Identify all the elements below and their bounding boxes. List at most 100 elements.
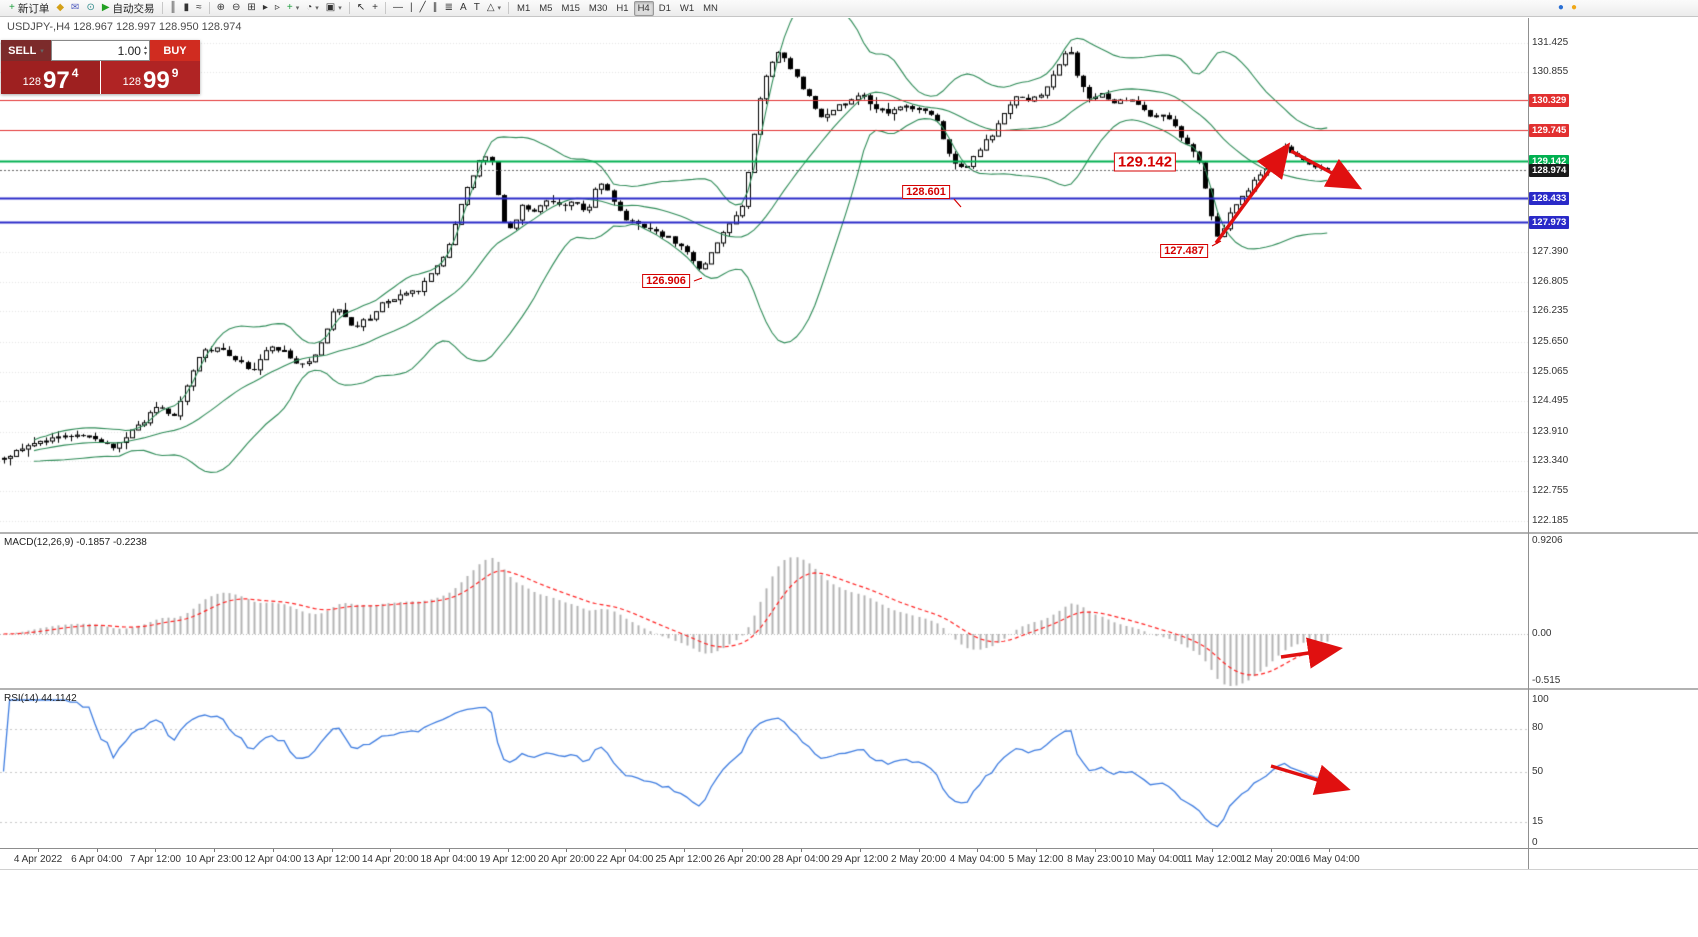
price-annotation[interactable]: 128.601 — [902, 185, 950, 199]
toolbar: + 新订单 ◆ ✉ ⊙ ▶ 自动交易 ║ ▮ ≈ ⊕ ⊖ ⊞ ▸ ▹ + ▾ ◔ ▾ ▣ ▾ ↖ + — | ╱ ∥ ≣ A T △ ▾ M1 M… — [0, 0, 1698, 17]
time-tick — [1094, 849, 1096, 852]
seal-icon[interactable]: ◆ — [53, 1, 67, 15]
status-icon-yellow-glyph: ● — [1570, 2, 1577, 13]
spinner-down-icon[interactable]: ▾ — [143, 50, 147, 57]
sell-price-big: 97 — [42, 66, 70, 94]
timeframe-button-m30[interactable]: M30 — [588, 2, 608, 14]
auto-scroll-icon[interactable]: ▸ — [260, 1, 271, 15]
spinner-up-icon[interactable]: ▴ — [143, 44, 147, 51]
volume-value: 1.00 — [117, 43, 141, 58]
cursor-icon[interactable]: ↖ — [354, 1, 368, 15]
time-axis-label: 10 Apr 23:00 — [185, 854, 243, 865]
period-icon[interactable]: ◔ ▾ — [303, 1, 322, 15]
price-annotation[interactable]: 129.142 — [1113, 152, 1177, 172]
tile-windows-icon[interactable]: ⊞ — [244, 1, 258, 15]
price-annotation[interactable]: 127.487 — [1160, 244, 1208, 258]
timeframe-button-m5[interactable]: M5 — [539, 2, 553, 14]
one-click-trading-panel: SELL ▾ 1.00 ▴ ▾ BUY 128 97 4 128 99 9 — [1, 40, 200, 94]
axis-label: 130.855 — [1532, 66, 1569, 78]
time-axis-label: 14 Apr 20:00 — [361, 854, 419, 865]
main-chart[interactable] — [0, 18, 1528, 532]
chart-shift-icon[interactable]: ▹ — [272, 1, 283, 15]
time-axis-label: 13 Apr 12:00 — [303, 854, 360, 865]
channel-tool-icon[interactable]: ∥ — [430, 1, 441, 15]
time-tick — [272, 849, 274, 852]
timeframe-button-w1[interactable]: W1 — [679, 2, 695, 14]
time-axis-label: 4 May 04:00 — [949, 854, 1005, 865]
time-tick — [1270, 849, 1272, 852]
volume-spinner[interactable]: ▴ ▾ — [144, 45, 147, 57]
time-tick — [801, 849, 803, 852]
trendline-tool-icon[interactable]: ╱ — [417, 1, 429, 15]
price-level-tag: 128.433 — [1529, 191, 1570, 205]
timeframe-button-mn[interactable]: MN — [703, 2, 718, 14]
panel-splitter[interactable] — [0, 688, 1698, 690]
axis-label: 126.805 — [1532, 275, 1569, 287]
status-icon-yellow[interactable]: ● — [1568, 1, 1580, 15]
time-axis-label: 28 Apr 04:00 — [772, 854, 830, 865]
zoom-in-icon[interactable]: ⊕ — [214, 1, 228, 15]
axis-label: 0.9206 — [1532, 535, 1563, 546]
chevron-down-icon: ▾ — [497, 5, 502, 12]
candlestick-mode-icon[interactable]: ▮ — [181, 1, 193, 15]
buy-button[interactable]: BUY — [150, 40, 200, 61]
timeframe-button-m1[interactable]: M1 — [517, 2, 531, 14]
fibonacci-tool-icon[interactable]: ≣ — [442, 1, 456, 15]
timeframe-button-d1[interactable]: D1 — [658, 2, 671, 14]
macd-subwindow[interactable] — [0, 534, 1528, 688]
timeframe-button-m15[interactable]: M15 — [561, 2, 580, 14]
sell-price[interactable]: 128 97 4 — [1, 61, 101, 94]
buy-price-big: 99 — [142, 66, 170, 94]
new-order-button[interactable]: + 新订单 — [6, 1, 52, 15]
bar-chart-mode-icon[interactable]: ║ — [167, 1, 180, 15]
price-axis[interactable]: 131.425 130.855 127.390 126.805 126.235 125.6… — [1528, 0, 1698, 937]
buy-price[interactable]: 128 99 9 — [101, 61, 200, 94]
sell-button[interactable]: SELL ▾ — [1, 40, 51, 61]
mail-icon[interactable]: ✉ — [68, 1, 82, 15]
rsi-subwindow[interactable] — [0, 690, 1528, 848]
time-axis[interactable]: 4 Apr 2022 6 Apr 04:00 7 Apr 12:00 10 Apr 2… — [0, 849, 1528, 869]
add-indicator-button[interactable]: + ▾ — [284, 1, 302, 15]
chevron-down-icon: ▾ — [315, 5, 319, 12]
time-tick — [683, 849, 685, 852]
time-tick — [38, 849, 39, 852]
auto-scroll-icon-glyph: ▸ — [262, 2, 268, 13]
time-axis-label: 26 Apr 20:00 — [714, 854, 771, 865]
vline-tool-icon[interactable]: | — [407, 1, 416, 15]
search-icon-glyph: ⊙ — [86, 2, 95, 13]
time-axis-label: 8 May 23:00 — [1067, 854, 1123, 865]
search-icon[interactable]: ⊙ — [83, 1, 97, 15]
time-tick — [859, 849, 861, 852]
volume-input[interactable]: 1.00 ▴ ▾ — [51, 40, 150, 61]
timeframe-button-h1[interactable]: H1 — [616, 2, 629, 14]
toolbar-separator — [348, 2, 350, 14]
time-axis-label: 12 Apr 04:00 — [244, 854, 302, 865]
time-tick — [1212, 849, 1213, 852]
panel-splitter[interactable] — [0, 532, 1698, 534]
time-tick — [507, 849, 509, 852]
line-chart-mode-icon-glyph: ≈ — [196, 2, 202, 13]
hline-tool-icon[interactable]: — — [390, 1, 406, 15]
timeframe-button-h4[interactable]: H4 — [633, 0, 654, 16]
line-chart-mode-icon[interactable]: ≈ — [193, 1, 205, 15]
price-annotation[interactable]: 126.906 — [642, 274, 690, 288]
sell-price-sup: 4 — [71, 66, 79, 80]
axis-border — [0, 869, 1698, 870]
template-icon[interactable]: ▣ ▾ — [323, 1, 345, 15]
autotrade-button[interactable]: ▶ 自动交易 — [99, 1, 158, 15]
time-axis-label: 12 May 20:00 — [1240, 854, 1301, 865]
zoom-in-icon-glyph: ⊕ — [216, 2, 226, 13]
text-tool-icon[interactable]: A — [457, 1, 470, 15]
zoom-out-icon[interactable]: ⊖ — [229, 1, 243, 15]
shapes-tool-icon[interactable]: △ ▾ — [484, 1, 504, 15]
time-axis-label: 16 May 04:00 — [1299, 854, 1360, 865]
label-tool-icon[interactable]: T — [471, 1, 483, 15]
label-tool-icon-glyph: T — [473, 2, 480, 13]
time-tick — [625, 849, 626, 852]
crosshair-icon[interactable]: + — [369, 1, 381, 15]
status-icon-blue[interactable]: ● — [1555, 1, 1567, 15]
toolbar-separator — [208, 2, 210, 14]
time-tick — [566, 849, 568, 852]
axis-label: 122.185 — [1532, 514, 1569, 526]
